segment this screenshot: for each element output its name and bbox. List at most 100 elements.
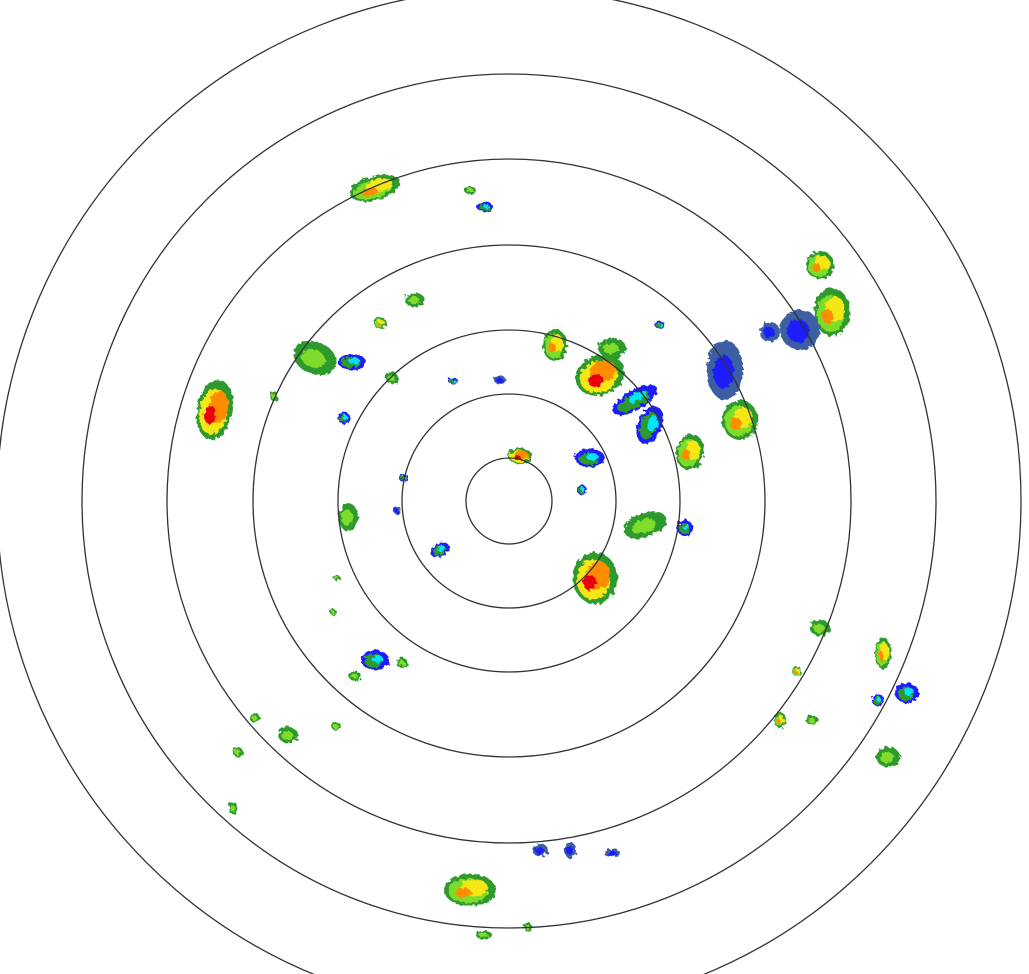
echo-intensity-layer (813, 623, 825, 634)
echo-intensity-layer (229, 804, 236, 812)
echo-intensity-layer (812, 263, 821, 272)
echo-cell (250, 713, 260, 723)
echo-cell (464, 186, 476, 194)
range-ring-4 (252, 244, 766, 758)
echo-cell (774, 712, 786, 728)
echo-cell (598, 338, 626, 358)
echo-intensity-layer (588, 374, 603, 387)
echo-intensity-layer (631, 518, 656, 534)
echo-cell (543, 329, 567, 361)
echo-intensity-layer (787, 319, 810, 343)
echo-cell (792, 666, 802, 676)
echo-cell (655, 321, 665, 329)
echo-intensity-layer (583, 574, 597, 591)
echo-cell (396, 658, 408, 668)
echo-cell (806, 251, 834, 279)
echo-cell (508, 448, 532, 464)
echo-intensity-layer (398, 660, 405, 667)
echo-cell (448, 378, 458, 384)
echo-intensity-layer (351, 673, 358, 680)
echo-intensity-layer (335, 576, 339, 580)
echo-cell (895, 683, 919, 703)
echo-cell (476, 931, 492, 939)
echo-cell (675, 434, 705, 470)
echo-intensity-layer (251, 715, 258, 722)
echo-cell (330, 609, 336, 615)
echo-cell (477, 202, 493, 212)
echo-cell (577, 485, 587, 495)
echo-intensity-layer (371, 654, 383, 663)
echo-intensity-layer (586, 453, 599, 461)
echo-cell (331, 722, 341, 730)
echo-cell (349, 671, 361, 681)
echo-intensity-layer (483, 204, 490, 209)
echo-intensity-layer (376, 322, 381, 326)
echo-intensity-layer (647, 415, 658, 431)
echo-cell (806, 715, 818, 725)
range-ring-6 (81, 73, 937, 929)
echo-cell (349, 174, 401, 202)
echo-intensity-layer (341, 509, 353, 526)
echo-intensity-layer (763, 326, 775, 339)
echo-intensity-layer (534, 846, 544, 854)
echo-cell (338, 503, 358, 531)
echo-cell (814, 288, 850, 336)
echo-intensity-layer (776, 719, 781, 724)
echo-intensity-layer (683, 523, 690, 531)
echo-intensity-layer (681, 449, 691, 461)
echo-intensity-layer (713, 354, 734, 389)
echo-cell (386, 372, 398, 384)
echo-intensity-layer (606, 850, 616, 856)
echo-cell (494, 376, 506, 384)
echo-intensity-layer (342, 414, 348, 420)
echo-cell (575, 354, 625, 396)
echo-cell (293, 341, 337, 375)
echo-cell (564, 842, 576, 858)
echo-cell (677, 520, 693, 536)
echo-intensity-layer (878, 651, 884, 661)
echo-cell (334, 575, 340, 581)
echo-cell (374, 317, 386, 329)
echo-intensity-layer (808, 717, 815, 724)
echo-cell (623, 511, 667, 539)
range-ring-2 (401, 393, 617, 609)
echo-intensity-layer (904, 687, 914, 696)
echo-intensity-layer (234, 749, 241, 756)
echo-intensity-layer (822, 309, 834, 324)
echo-cell (872, 694, 884, 706)
echo-intensity-layer (331, 610, 335, 614)
echo-cell (760, 322, 780, 342)
echo-intensity-layer (478, 932, 488, 938)
echo-cell (338, 354, 366, 370)
echo-intensity-layer (794, 670, 798, 674)
echo-intensity-layer (658, 322, 663, 327)
echo-intensity-layer (394, 507, 399, 513)
echo-cell (707, 340, 743, 400)
echo-cell (233, 747, 243, 757)
range-ring-3 (337, 329, 681, 673)
echo-cell (444, 874, 496, 906)
echo-intensity-layer (437, 545, 445, 552)
echo-cell (196, 380, 234, 440)
echo-intensity-layer (332, 723, 339, 729)
echo-cell (573, 552, 617, 604)
echo-intensity-layer (880, 751, 894, 764)
range-ring-1 (465, 457, 553, 545)
echo-cell (604, 849, 620, 857)
echo-intensity-layer (281, 730, 293, 741)
echo-intensity-layer (361, 187, 378, 196)
echo-cell (532, 844, 548, 856)
echo-cell (361, 650, 389, 670)
echo-cell (405, 293, 425, 307)
echo-cell (780, 310, 820, 350)
echo-cell (393, 506, 401, 514)
echo-cell (875, 637, 891, 669)
echo-cell (430, 542, 450, 558)
echo-intensity-layer (408, 296, 420, 305)
precipitation-echoes (196, 174, 919, 939)
echo-intensity-layer (566, 845, 573, 856)
echo-cell (338, 412, 350, 424)
echo-intensity-layer (348, 357, 360, 365)
